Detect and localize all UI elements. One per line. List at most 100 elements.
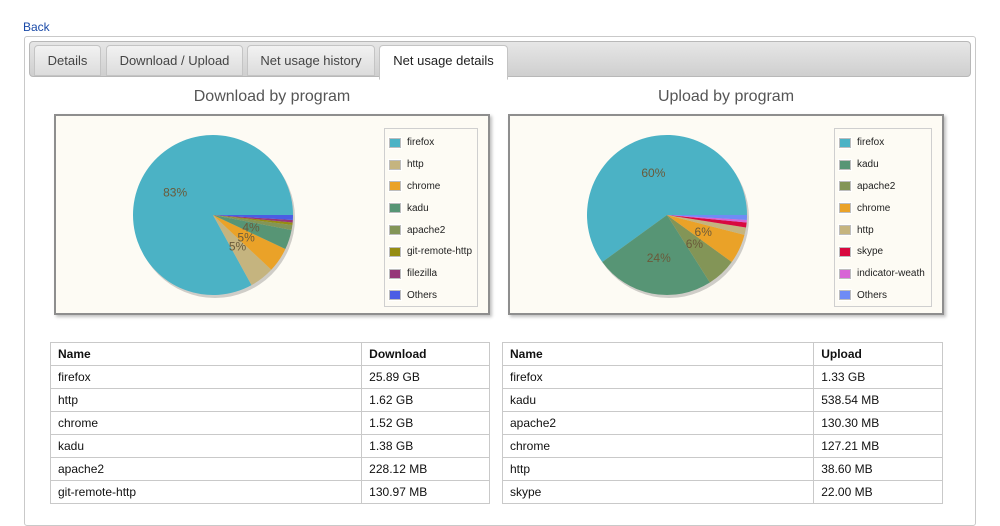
column-header-upload[interactable]: Upload [813, 342, 943, 366]
pie-slice-apache2[interactable] [213, 215, 293, 230]
tab-download-upload[interactable]: Download / Upload [106, 45, 243, 76]
legend-label: git-remote-http [407, 246, 473, 258]
legend-swatch [388, 202, 402, 215]
pie-slice-indicator-weath[interactable] [667, 215, 747, 223]
program-name-cell: chrome [49, 411, 363, 435]
tab-details[interactable]: Details [34, 45, 101, 76]
download-pie-chart: 83% 5% 5% 4% firefox http chrome kadu apache2 gi… [54, 114, 490, 315]
legend-item: Others [838, 285, 927, 307]
legend-label: apache2 [857, 180, 896, 192]
legend-swatch [388, 158, 402, 171]
tab-bar: Details Download / Upload Net usage hist… [29, 41, 971, 80]
tab-net-usage-history[interactable]: Net usage history [247, 45, 375, 76]
pie-slice-skype[interactable] [667, 215, 747, 228]
legend-item: http [388, 154, 473, 176]
amount-cell: 1.33 GB [813, 365, 943, 389]
column-header-download[interactable]: Download [361, 342, 490, 366]
legend-item: firefox [388, 132, 473, 154]
program-name-cell: apache2 [501, 411, 815, 435]
legend-label: kadu [407, 202, 429, 214]
pie-pct-label: 24% [647, 251, 671, 265]
pie-pct-label: 6% [686, 237, 704, 251]
legend-label: firefox [407, 137, 435, 149]
legend-swatch [838, 224, 852, 237]
program-name-cell: skype [501, 480, 815, 504]
download-legend: firefox http chrome kadu apache2 git-remote-h… [384, 128, 478, 308]
table-row: apache2 228.12 MB [49, 457, 490, 481]
tab-net-usage-details[interactable]: Net usage details [379, 45, 508, 80]
legend-item: http [838, 219, 927, 241]
amount-cell: 1.38 GB [361, 434, 490, 458]
legend-label: kadu [857, 159, 879, 171]
legend-swatch [388, 289, 402, 302]
pie-slice-kadu[interactable] [602, 215, 710, 295]
legend-swatch [388, 136, 402, 149]
download-chart-title: Download by program [193, 88, 351, 105]
column-header-name[interactable]: Name [49, 342, 363, 366]
amount-cell: 130.97 MB [361, 480, 490, 504]
pie-slice-others[interactable] [667, 215, 747, 221]
legend-swatch [388, 267, 402, 280]
pie-pct-label: 60% [641, 166, 665, 180]
legend-item: Others [388, 285, 473, 307]
legend-item: skype [838, 241, 927, 263]
pie-slice-apache2[interactable] [667, 215, 732, 283]
table-header-row: Name Download [49, 342, 490, 366]
legend-label: Others [407, 289, 438, 301]
pie-slice-chrome[interactable] [213, 215, 286, 270]
pie-slice-http[interactable] [667, 215, 747, 235]
legend-label: chrome [857, 202, 891, 214]
pie-slice-kadu[interactable] [213, 215, 292, 250]
pie-slice-firefox[interactable] [587, 135, 747, 263]
program-name-cell: chrome [501, 434, 815, 458]
table-row: http 38.60 MB [501, 457, 943, 481]
pie-slice-firefox[interactable] [132, 135, 293, 295]
amount-cell: 228.12 MB [361, 457, 490, 481]
program-name-cell: kadu [501, 388, 815, 412]
amount-cell: 22.00 MB [813, 480, 943, 504]
legend-label: firefox [857, 137, 885, 149]
pie-slice-http[interactable] [213, 215, 272, 286]
program-name-cell: kadu [49, 434, 363, 458]
program-name-cell: firefox [49, 365, 363, 389]
amount-cell: 1.52 GB [361, 411, 490, 435]
table-row: kadu 1.38 GB [49, 434, 490, 458]
pie-slice-filezilla[interactable] [213, 215, 293, 223]
column-header-name[interactable]: Name [501, 342, 815, 366]
table-row: apache2 130.30 MB [501, 411, 943, 435]
legend-swatch [388, 224, 402, 237]
legend-swatch [838, 245, 852, 258]
legend-item: indicator-weath [838, 263, 927, 285]
pie-slice-chrome[interactable] [667, 215, 745, 263]
legend-label: chrome [407, 180, 441, 192]
back-link[interactable]: Back [23, 20, 50, 34]
program-name-cell: git-remote-http [49, 480, 363, 504]
legend-label: indicator-weath [857, 268, 925, 280]
legend-swatch [838, 267, 852, 280]
table-row: skype 22.00 MB [501, 480, 943, 504]
pie-pct-label: 5% [237, 230, 255, 244]
amount-cell: 127.21 MB [813, 434, 943, 458]
amount-cell: 25.89 GB [361, 365, 490, 389]
pie-pct-label: 6% [695, 225, 713, 239]
legend-label: http [407, 159, 424, 171]
legend-item: apache2 [838, 176, 927, 198]
upload-table: Name Upload firefox 1.33 GB kadu 538.54 MB a… [501, 342, 943, 504]
pie-pct-label: 83% [163, 186, 187, 200]
pie-slice-others[interactable] [213, 215, 293, 221]
pie-slice-git-remote-http[interactable] [213, 215, 293, 226]
legend-item: firefox [838, 132, 927, 154]
legend-label: filezilla [407, 268, 438, 280]
legend-swatch [838, 136, 852, 149]
amount-cell: 38.60 MB [813, 457, 943, 481]
legend-item: filezilla [388, 263, 473, 285]
table-row: kadu 538.54 MB [501, 388, 943, 412]
amount-cell: 130.30 MB [813, 411, 943, 435]
pie-pct-label: 4% [242, 220, 260, 234]
program-name-cell: http [501, 457, 815, 481]
table-row: git-remote-http 130.97 MB [49, 480, 490, 504]
legend-item: apache2 [388, 219, 473, 241]
legend-item: chrome [388, 176, 473, 198]
legend-label: http [857, 224, 874, 236]
legend-swatch [838, 289, 852, 302]
